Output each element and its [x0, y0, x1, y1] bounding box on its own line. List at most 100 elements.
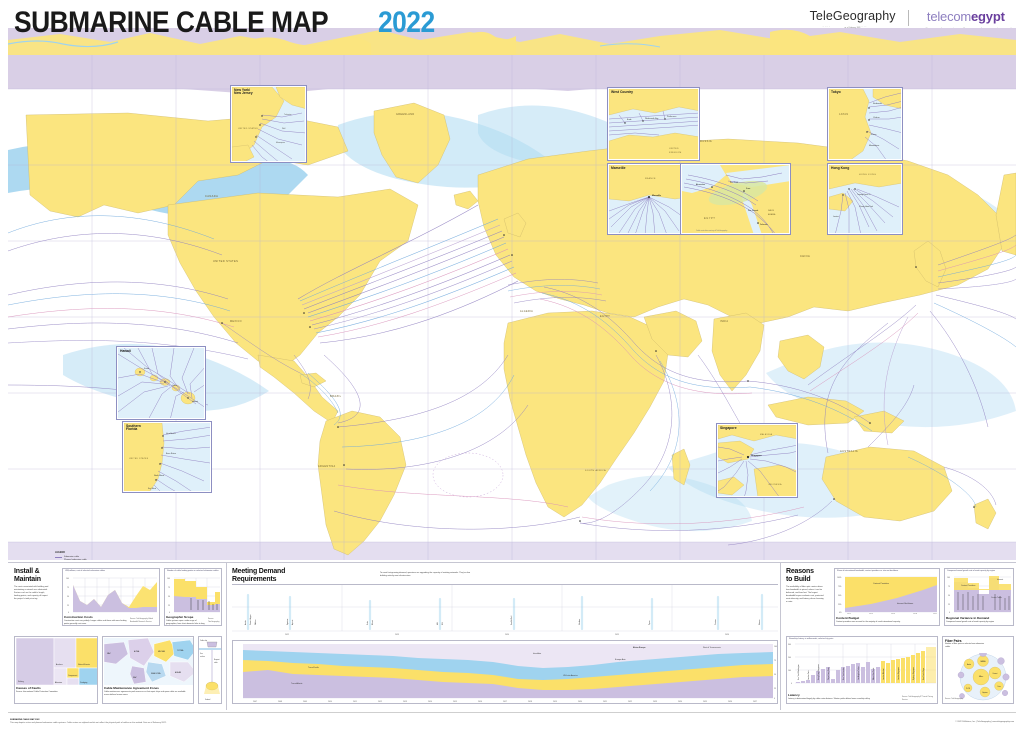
- svg-text:Miami-Sao Paulo: Miami-Sao Paulo: [873, 668, 875, 680]
- inset-west-country[interactable]: Bude Widemouth Bay Porthcurno UNITED KINGD…: [607, 87, 700, 161]
- inset-label: Marseille: [611, 165, 626, 170]
- brand-telecom-text: telecom: [926, 9, 972, 24]
- poster-header: SUBMARINE CABLE MAP 2022 TeleGeography P…: [0, 0, 1024, 55]
- svg-text:Manasquan: Manasquan: [276, 142, 285, 144]
- map-legend: LEGEND Submarine cable Planned submarine…: [55, 551, 117, 560]
- svg-text:London-Paris: London-Paris: [808, 670, 810, 680]
- inset-new-york-new-jersey[interactable]: Tuckerton Wall Manasquan UNITED STATES New…: [230, 85, 307, 163]
- content-budget-plot: Content Providers Internet Backbone 100%…: [837, 576, 937, 615]
- chart-source-note: Source: International Cable Protection C…: [16, 691, 58, 694]
- chart-title: Latency: [788, 693, 800, 697]
- svg-text:100%: 100%: [837, 577, 842, 579]
- svg-text:Fishing: Fishing: [18, 681, 24, 683]
- svg-text:Alexandria: Alexandria: [696, 183, 706, 186]
- chart-caption: Cable Maintenance Agreement Zones Cable …: [104, 686, 191, 697]
- svg-text:FRANCE: FRANCE: [645, 177, 656, 180]
- svg-text:JAPAN: JAPAN: [839, 113, 849, 116]
- svg-text:2022: 2022: [628, 701, 632, 703]
- svg-text:cable: cable: [214, 662, 218, 664]
- brand-egypt-text: egypt: [971, 9, 1005, 24]
- svg-text:Singapore: Singapore: [751, 455, 762, 457]
- svg-text:75%: 75%: [838, 586, 842, 588]
- footer-right-text: © 2022 PriMetrica, Inc. | TeleGeography …: [955, 721, 1014, 723]
- svg-text:HONG KONG: HONG KONG: [859, 174, 876, 176]
- chart-geographic-scope[interactable]: Number of cable landing points on select…: [164, 568, 222, 626]
- chart-regional-variance[interactable]: Compound annual growth rate of used capa…: [944, 568, 1014, 626]
- chart-capacity-by-route[interactable]: Trans-Pacific Trans-Atlantic Intra-Asia …: [232, 640, 778, 704]
- inset-art-hawaii: Oahu Hawaii Kauai: [118, 348, 204, 418]
- svg-text:0: 0: [774, 698, 775, 700]
- inset-art-tokyo: Kitaibaraki Chikura Shima Minamiboso JAPAN: [829, 89, 901, 159]
- svg-text:25: 25: [948, 604, 950, 606]
- chart-content-budget[interactable]: Share of international bandwidth, conten…: [834, 568, 940, 626]
- region-label: MEXICO: [230, 320, 242, 323]
- svg-text:Dunant: Dunant: [993, 672, 998, 675]
- section-meeting-demand: Meeting Demand Requirements: [232, 567, 778, 583]
- inset-hong-kong[interactable]: Tseung Kwan O Chung Hom Kok Lantau HONG KO…: [827, 163, 903, 235]
- inset-singapore[interactable]: Singapore MALAYSIA INDONESIA Singapore: [716, 423, 798, 498]
- svg-text:25: 25: [774, 688, 776, 690]
- chart-title: Cable Maintenance Agreement Zones: [104, 686, 159, 690]
- svg-text:2018: 2018: [913, 614, 917, 615]
- inset-southern-florida[interactable]: Vero Beach Boca Raton North Miami Key West…: [122, 421, 212, 493]
- svg-text:100: 100: [774, 646, 777, 648]
- svg-text:Chung Hom Kok: Chung Hom Kok: [859, 206, 873, 208]
- svg-text:2016: 2016: [478, 701, 482, 703]
- svg-text:2008: 2008: [278, 701, 282, 703]
- inset-tokyo[interactable]: Kitaibaraki Chikura Shima Minamiboso JAPAN …: [827, 87, 903, 161]
- region-label: ALGERIA: [520, 310, 534, 313]
- svg-text:MALAYSIA: MALAYSIA: [760, 433, 773, 436]
- svg-text:25: 25: [67, 605, 69, 607]
- bottom-panels: Install & Maintain The costs associated …: [8, 562, 1016, 710]
- inset-hawaii[interactable]: Oahu Hawaii Kauai Hawaii: [116, 346, 206, 420]
- svg-text:2025: 2025: [615, 634, 619, 636]
- svg-text:SAUDI: SAUDI: [768, 209, 775, 212]
- chart-subtitle: Number of cable landing points on select…: [167, 570, 219, 573]
- svg-text:Apricot: Apricot: [291, 619, 294, 625]
- svg-text:2007: 2007: [253, 701, 257, 703]
- svg-text:2Africa: 2Africa: [254, 620, 257, 625]
- title-group: SUBMARINE CABLE MAP 2022: [14, 6, 442, 40]
- svg-text:Kauai: Kauai: [144, 368, 150, 370]
- latency-plot: New York-Washington London-Paris Hong Ko…: [788, 643, 936, 685]
- world-map-art: [8, 55, 1016, 560]
- svg-text:Kitaibaraki: Kitaibaraki: [873, 102, 882, 105]
- chart-construction-costs[interactable]: US$ millions, cost of selected submarine…: [62, 568, 160, 626]
- brand-telegeography: TeleGeography: [809, 9, 896, 23]
- world-map[interactable]: CANADA UNITED STATES MEXICO BRAZIL ARGEN…: [8, 55, 1016, 560]
- chart-causes-of-faults[interactable]: Fishing Anchors Natural Events Abrasion Co…: [14, 636, 98, 704]
- svg-text:2010: 2010: [328, 701, 332, 703]
- svg-text:Equiano: Equiano: [982, 692, 987, 694]
- svg-text:50: 50: [168, 596, 170, 598]
- svg-text:2023: 2023: [395, 634, 399, 636]
- svg-text:25: 25: [168, 605, 170, 607]
- section-install-maintain: Install & Maintain The costs associated …: [14, 567, 222, 601]
- inset-art-ny-nj: Tuckerton Wall Manasquan UNITED STATES: [232, 87, 305, 161]
- brand-telegeography-fineprint: Please visit www.telegeography.com for m…: [806, 26, 899, 30]
- chart-cable-launch-timeline[interactable]: Amitie Grace Hopper 2Africa Equiano Apri…: [232, 584, 778, 636]
- region-label: EGYPT: [600, 315, 611, 318]
- svg-text:KINGDOM: KINGDOM: [669, 152, 682, 154]
- inset-egypt[interactable]: Alexandria Port Said Suez Zafarana Ras Ghar…: [680, 163, 791, 235]
- svg-text:2014: 2014: [428, 701, 432, 703]
- brand-divider: [907, 10, 909, 26]
- svg-text:Internet: Internet: [997, 578, 1004, 581]
- svg-text:ASEAN: ASEAN: [175, 671, 182, 674]
- chart-fiber-pairs[interactable]: Fiber Pairs Number of fiber pairs on sel…: [942, 636, 1014, 704]
- svg-text:75: 75: [67, 587, 69, 589]
- legend-item-label: Submarine cable: [64, 555, 80, 558]
- footer-left-text: SUBMARINE CABLE MAP 2022 This map depict…: [10, 719, 166, 725]
- svg-text:Medusa: Medusa: [579, 619, 581, 625]
- chart-cable-maintenance-zones[interactable]: NAZ ACMA SAZ MECMA SEAIOCMA YZCMA ASEAN Cabl…: [102, 636, 194, 704]
- chart-cable-laying-diagram[interactable]: Cable ship Sea surface Buoyant cable Seabed: [198, 636, 222, 704]
- brand-telegeography-block: TeleGeography Please visit www.telegeogr…: [807, 9, 899, 31]
- header-bleed-art: [0, 0, 1024, 55]
- inset-art-west-country: Bude Widemouth Bay Porthcurno UNITED KINGD…: [609, 89, 698, 159]
- inset-label: West Country: [611, 89, 633, 94]
- chart-latency[interactable]: Round-trip latency in milliseconds, sele…: [786, 636, 938, 704]
- svg-text:SEAIOCMA: SEAIOCMA: [151, 672, 161, 675]
- region-label: CANADA: [205, 195, 219, 198]
- chart-title: Causes of Faults: [16, 686, 41, 690]
- svg-text:New York-Washington: New York-Washington: [797, 664, 800, 680]
- svg-text:Bude: Bude: [627, 119, 631, 121]
